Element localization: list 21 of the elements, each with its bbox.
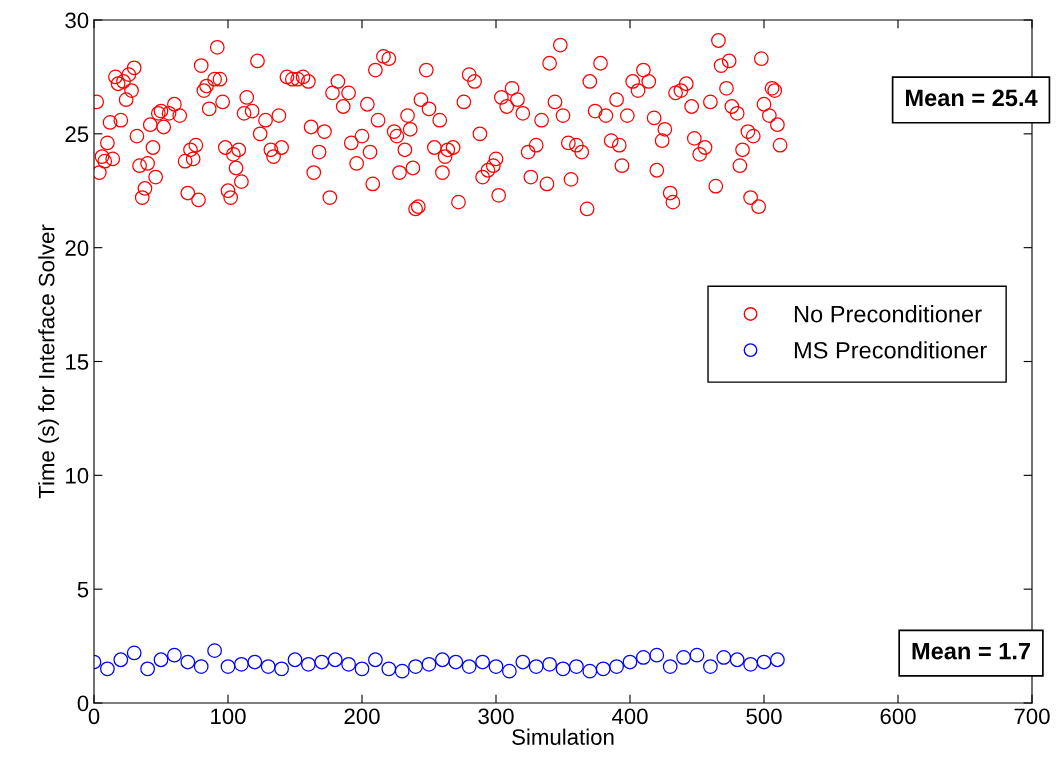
x-tick-label: 200 [344,708,380,725]
y-axis-title: Time (s) for Interface Solver [38,224,59,499]
x-tick-label: 0 [88,708,100,725]
x-tick-label: 300 [478,708,514,725]
x-tick-label: 700 [1014,708,1050,725]
x-tick-label: 500 [746,708,782,725]
legend-label: MS Preconditioner [794,341,987,359]
y-tick-label: 15 [66,354,89,370]
y-tick-label: 30 [65,12,89,29]
annotation: Mean = 25.4 [906,89,1038,107]
y-tick-label: 5 [77,581,89,598]
annotation: Mean = 1.7 [912,643,1031,660]
y-tick-label: 20 [65,240,89,256]
x-axis-title: Simulation [512,728,614,745]
legend-label: No Preconditioner [794,305,982,323]
y-tick-label: 0 [77,695,89,712]
x-tick-label: 400 [611,708,648,725]
y-tick-label: 10 [66,467,89,484]
x-tick-label: 100 [211,708,246,725]
x-tick-label: 600 [880,708,916,725]
y-tick-label: 25 [65,126,89,143]
